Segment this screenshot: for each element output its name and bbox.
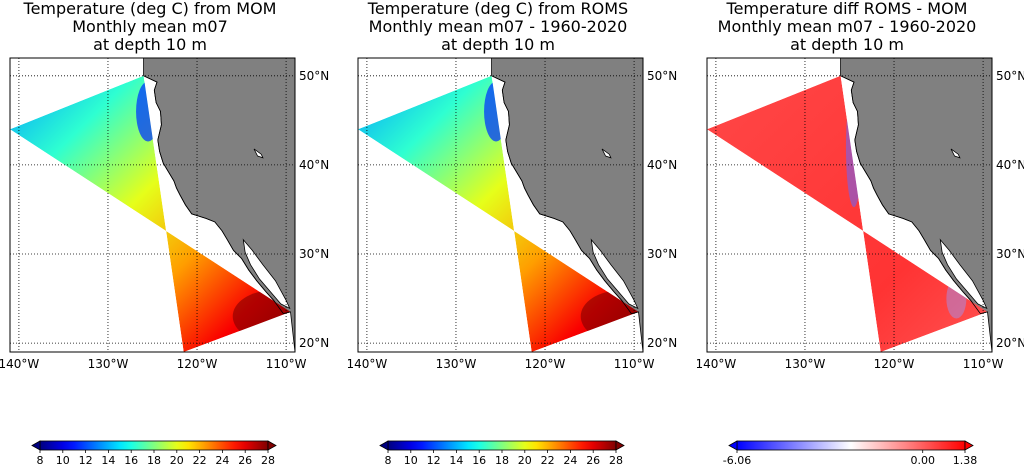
colorbar-tick-label: 10 — [56, 454, 70, 464]
colorbar — [387, 440, 617, 451]
colorbar — [736, 440, 966, 451]
lat-tick-label: 40°N — [299, 158, 329, 172]
map-plot: 140°W 130°W 120°W 110°W 50°N 40°N 30°N 20°N 8 10 1… — [348, 57, 677, 464]
lon-tick-label: 110°W — [963, 357, 1004, 371]
lat-tick-label: 50°N — [299, 69, 329, 83]
lon-tick-label: 120°W — [525, 357, 566, 371]
colorbar-tick-label: 22 — [193, 454, 207, 464]
axes-frame — [357, 57, 644, 353]
panel-mom: Temperature (deg C) from MOM Monthly mea… — [0, 0, 340, 464]
axes-frame — [706, 57, 993, 353]
lon-tick-label: 130°W — [785, 357, 826, 371]
title-line-1: Temperature diff ROMS - MOM — [726, 0, 968, 18]
title-line-2: Monthly mean m07 — [72, 17, 228, 36]
gulf-of-california — [590, 238, 639, 310]
lat-tick-label: 40°N — [996, 158, 1024, 172]
colorbar-extend-low — [31, 440, 41, 451]
colorbar-extend-high — [615, 440, 625, 451]
panel-diff: Temperature diff ROMS - MOM Monthly mean… — [697, 0, 1024, 464]
great-salt-lake — [950, 148, 961, 159]
colorbar — [39, 440, 269, 451]
great-salt-lake — [253, 148, 264, 159]
lat-tick-label: 40°N — [647, 158, 677, 172]
lat-tick-label: 30°N — [996, 247, 1024, 261]
panel-roms: Temperature (deg C) from ROMS Monthly me… — [348, 0, 688, 464]
colorbar-tick-label: 20 — [518, 454, 532, 464]
lat-tick-label: 50°N — [996, 69, 1024, 83]
colorbar-tick-label: 12 — [427, 454, 441, 464]
colorbar-tick-label: 16 — [124, 454, 138, 464]
colorbar-extend-low — [728, 440, 738, 451]
map-plot: 140°W 130°W 120°W 110°W 50°N 40°N 30°N 20°N 8 10 1… — [0, 57, 329, 464]
lon-tick-label: 110°W — [266, 357, 307, 371]
gulf-of-california — [939, 238, 988, 310]
colorbar-tick-label: -6.06 — [723, 454, 751, 464]
chart-title: Temperature (deg C) from MOM Monthly mea… — [0, 0, 300, 54]
colorbar-tick-label: 14 — [101, 454, 115, 464]
colorbar-tick-label: 16 — [472, 454, 486, 464]
colorbar-tick-label: 24 — [563, 454, 577, 464]
lon-tick-label: 120°W — [177, 357, 218, 371]
chart-title: Temperature (deg C) from ROMS Monthly me… — [348, 0, 648, 54]
colorbar-tick-label: 28 — [609, 454, 623, 464]
lon-tick-label: 110°W — [614, 357, 655, 371]
colorbar-tick-label: 10 — [404, 454, 418, 464]
title-line-3: at depth 10 m — [441, 35, 555, 54]
colorbar-tick-label: 8 — [385, 454, 392, 464]
chart-title: Temperature diff ROMS - MOM Monthly mean… — [697, 0, 997, 54]
lon-tick-label: 140°W — [697, 357, 736, 371]
axes-frame — [9, 57, 296, 353]
title-line-1: Temperature (deg C) from ROMS — [367, 0, 629, 18]
colorbar-tick-label: 14 — [449, 454, 463, 464]
colorbar-tick-label: 20 — [170, 454, 184, 464]
colorbar-extend-high — [964, 440, 974, 451]
colorbar-tick-label: 1.38 — [953, 454, 978, 464]
lon-tick-label: 120°W — [874, 357, 915, 371]
title-line-2: Monthly mean m07 - 1960-2020 — [368, 17, 628, 36]
lon-tick-label: 140°W — [348, 357, 387, 371]
coastline — [840, 75, 988, 315]
colorbar-tick-label: 8 — [37, 454, 44, 464]
colorbar-tick-label: 24 — [215, 454, 229, 464]
great-salt-lake — [601, 148, 612, 159]
colorbar-tick-label: 26 — [586, 454, 600, 464]
colorbar-extend-high — [267, 440, 277, 451]
colorbar-tick-label: 22 — [541, 454, 555, 464]
lon-tick-label: 130°W — [88, 357, 129, 371]
title-line-2: Monthly mean m07 - 1960-2020 — [717, 17, 977, 36]
lon-tick-label: 140°W — [0, 357, 39, 371]
colorbar-extend-low — [379, 440, 389, 451]
coastline — [491, 75, 639, 315]
title-line-3: at depth 10 m — [790, 35, 904, 54]
lat-tick-label: 30°N — [647, 247, 677, 261]
map-plot: 140°W 130°W 120°W 110°W 50°N 40°N 30°N 20°N -6.0… — [697, 57, 1024, 464]
colorbar-tick-label: 12 — [79, 454, 93, 464]
lat-tick-label: 20°N — [996, 336, 1024, 350]
colorbar-tick-label: 18 — [147, 454, 161, 464]
colorbar-tick-label: 26 — [238, 454, 252, 464]
gulf-of-california — [242, 238, 291, 310]
colorbar-tick-label: 0.00 — [910, 454, 935, 464]
lon-tick-label: 130°W — [436, 357, 477, 371]
lat-tick-label: 50°N — [647, 69, 677, 83]
title-line-3: at depth 10 m — [93, 35, 207, 54]
lat-tick-label: 30°N — [299, 247, 329, 261]
lat-tick-label: 20°N — [299, 336, 329, 350]
lat-tick-label: 20°N — [647, 336, 677, 350]
coastline — [143, 75, 291, 315]
title-line-1: Temperature (deg C) from MOM — [23, 0, 277, 18]
colorbar-tick-label: 28 — [261, 454, 275, 464]
colorbar-tick-label: 18 — [495, 454, 509, 464]
